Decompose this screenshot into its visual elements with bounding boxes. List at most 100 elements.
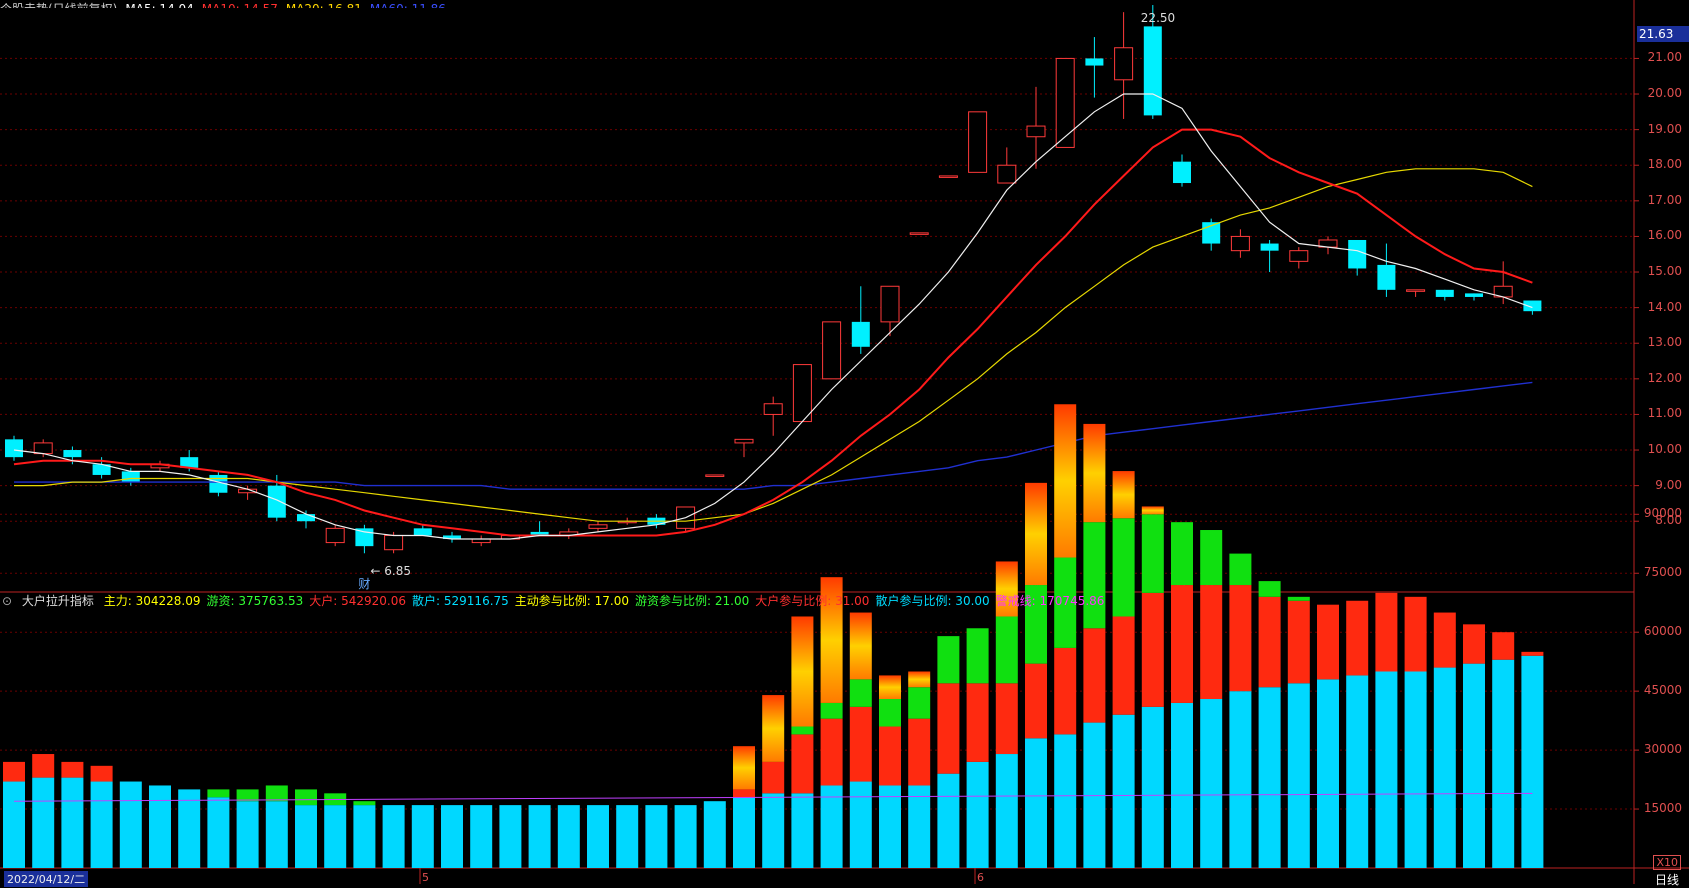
ma60-line: [14, 381, 1533, 490]
indicator-value: 警戒线: 170745.86: [995, 594, 1105, 608]
candle-body: [734, 438, 754, 444]
candle-body: [1173, 161, 1191, 184]
month-label: 6: [977, 871, 984, 884]
candle-body: [1348, 239, 1367, 269]
volume-bar-segment: [966, 683, 989, 762]
volume-bar-segment: [937, 636, 960, 684]
price-tick-label: 18.00: [1647, 157, 1682, 172]
volume-bar-segment: [265, 785, 288, 802]
volume-bar-segment: [1317, 679, 1339, 868]
volume-bar-segment: [674, 805, 697, 868]
volume-bar-segment: [32, 777, 55, 868]
price-tick-label: 19.00: [1647, 121, 1682, 136]
volume-bar-segment: [324, 805, 347, 868]
price-tick-label: 8.00: [1655, 513, 1682, 528]
indicator-value: 散户参与比例: 30.00: [875, 594, 990, 608]
volume-bar-segment: [1171, 702, 1193, 868]
volume-bar-segment: [820, 577, 843, 703]
volume-bar-segment: [1112, 616, 1135, 715]
volume-bar-segment: [1404, 671, 1427, 868]
volume-bar-segment: [1346, 600, 1369, 676]
ma10-line: [13, 128, 1533, 537]
volume-bar-segment: [762, 695, 785, 762]
volume-bar-segment: [645, 805, 668, 868]
volume-bar-segment: [908, 687, 931, 719]
candle-body: [880, 285, 900, 323]
volume-bar-segment: [1141, 592, 1164, 707]
indicator-value: 大户参与比例: 31.00: [755, 594, 870, 608]
price-tick-label: 15.00: [1647, 264, 1682, 279]
volume-bar-segment: [1171, 585, 1193, 703]
indicator-value: 大户: 542920.06: [309, 594, 407, 608]
volume-bar-segment: [528, 805, 551, 868]
candle-body: [968, 111, 988, 173]
candle-body: [1085, 58, 1104, 66]
volume-bar-segment: [1141, 506, 1164, 515]
volume-bar-segment: [353, 805, 376, 868]
volume-bar-segment: [616, 805, 639, 868]
ma20-line: [14, 168, 1533, 522]
volume-bar-segment: [470, 805, 493, 868]
scale-label[interactable]: X10: [1653, 855, 1681, 870]
volume-bar-segment: [1054, 557, 1077, 648]
candle-body: [5, 439, 23, 458]
volume-bar-segment: [733, 797, 755, 868]
volume-bar-segment: [1200, 530, 1223, 586]
alert-line: [13, 792, 1533, 802]
candle-body: [1260, 243, 1279, 251]
volume-tick-label: 60000: [1643, 624, 1682, 639]
period-label[interactable]: 日线: [1654, 873, 1679, 887]
chart-header: 个股走势(日线前复权) MA5: 14.04 MA10: 14.57 MA20: 16…: [0, 0, 454, 8]
candle-body: [267, 485, 286, 518]
volume-tick-label: 75000: [1643, 565, 1682, 580]
volume-bar-segment: [1025, 482, 1047, 586]
volume-bar-segment: [1287, 683, 1310, 868]
volume-bar-segment: [1200, 585, 1223, 700]
volume-bar-segment: [937, 683, 960, 774]
volume-bar-segment: [1141, 514, 1164, 593]
volume-bar-segment: [1404, 596, 1427, 672]
volume-bar-segment: [1054, 734, 1077, 868]
volume-bar-segment: [1317, 604, 1339, 680]
volume-bar-segment: [1229, 691, 1252, 868]
candle-body: [121, 471, 140, 483]
indicator-value: 游资参与比例: 21.00: [635, 594, 750, 608]
candle-body: [851, 321, 870, 347]
candle-body: [1523, 300, 1542, 312]
volume-bar-segment: [908, 718, 931, 786]
price-tick-label: 21.00: [1647, 50, 1682, 65]
volume-bar-segment: [703, 801, 726, 868]
volume-bar-segment: [1229, 585, 1252, 692]
month-label: 5: [422, 871, 429, 884]
volume-bar-segment: [791, 793, 814, 868]
volume-bar-segment: [762, 793, 785, 868]
volume-bar-segment: [1112, 714, 1135, 868]
low-annotation: ← 6.85: [370, 564, 411, 578]
volume-bar-segment: [236, 789, 259, 802]
price-tick-label: 10.00: [1647, 442, 1682, 457]
volume-bar-segment: [1229, 553, 1252, 586]
cursor-date: 2022/04/12/二: [4, 871, 89, 887]
candle-body: [180, 457, 199, 468]
volume-bar-segment: [353, 801, 376, 806]
volume-bar-segment: [849, 679, 872, 707]
volume-bar-segment: [1287, 600, 1310, 684]
volume-bar-segment: [1054, 404, 1077, 558]
volume-bar-segment: [1375, 671, 1398, 868]
volume-bar-segment: [1112, 471, 1135, 519]
candle-body: [909, 232, 929, 235]
volume-bar-segment: [1258, 581, 1281, 597]
candle-body: [1230, 235, 1250, 252]
volume-bar-segment: [411, 805, 434, 868]
volume-bar-segment: [295, 805, 317, 868]
candle-body: [63, 450, 82, 458]
volume-bar-segment: [61, 777, 84, 868]
volume-bar-segment: [1200, 699, 1223, 868]
indicator-toggle-icon[interactable]: ⊙: [2, 594, 13, 608]
header-item: 个股走势(日线前复权): [0, 2, 117, 8]
indicator-title[interactable]: 大户拉升指标: [21, 594, 94, 608]
price-tick-label: 11.00: [1647, 406, 1682, 421]
candle-body: [1435, 289, 1454, 297]
volume-bar-segment: [1054, 647, 1077, 735]
